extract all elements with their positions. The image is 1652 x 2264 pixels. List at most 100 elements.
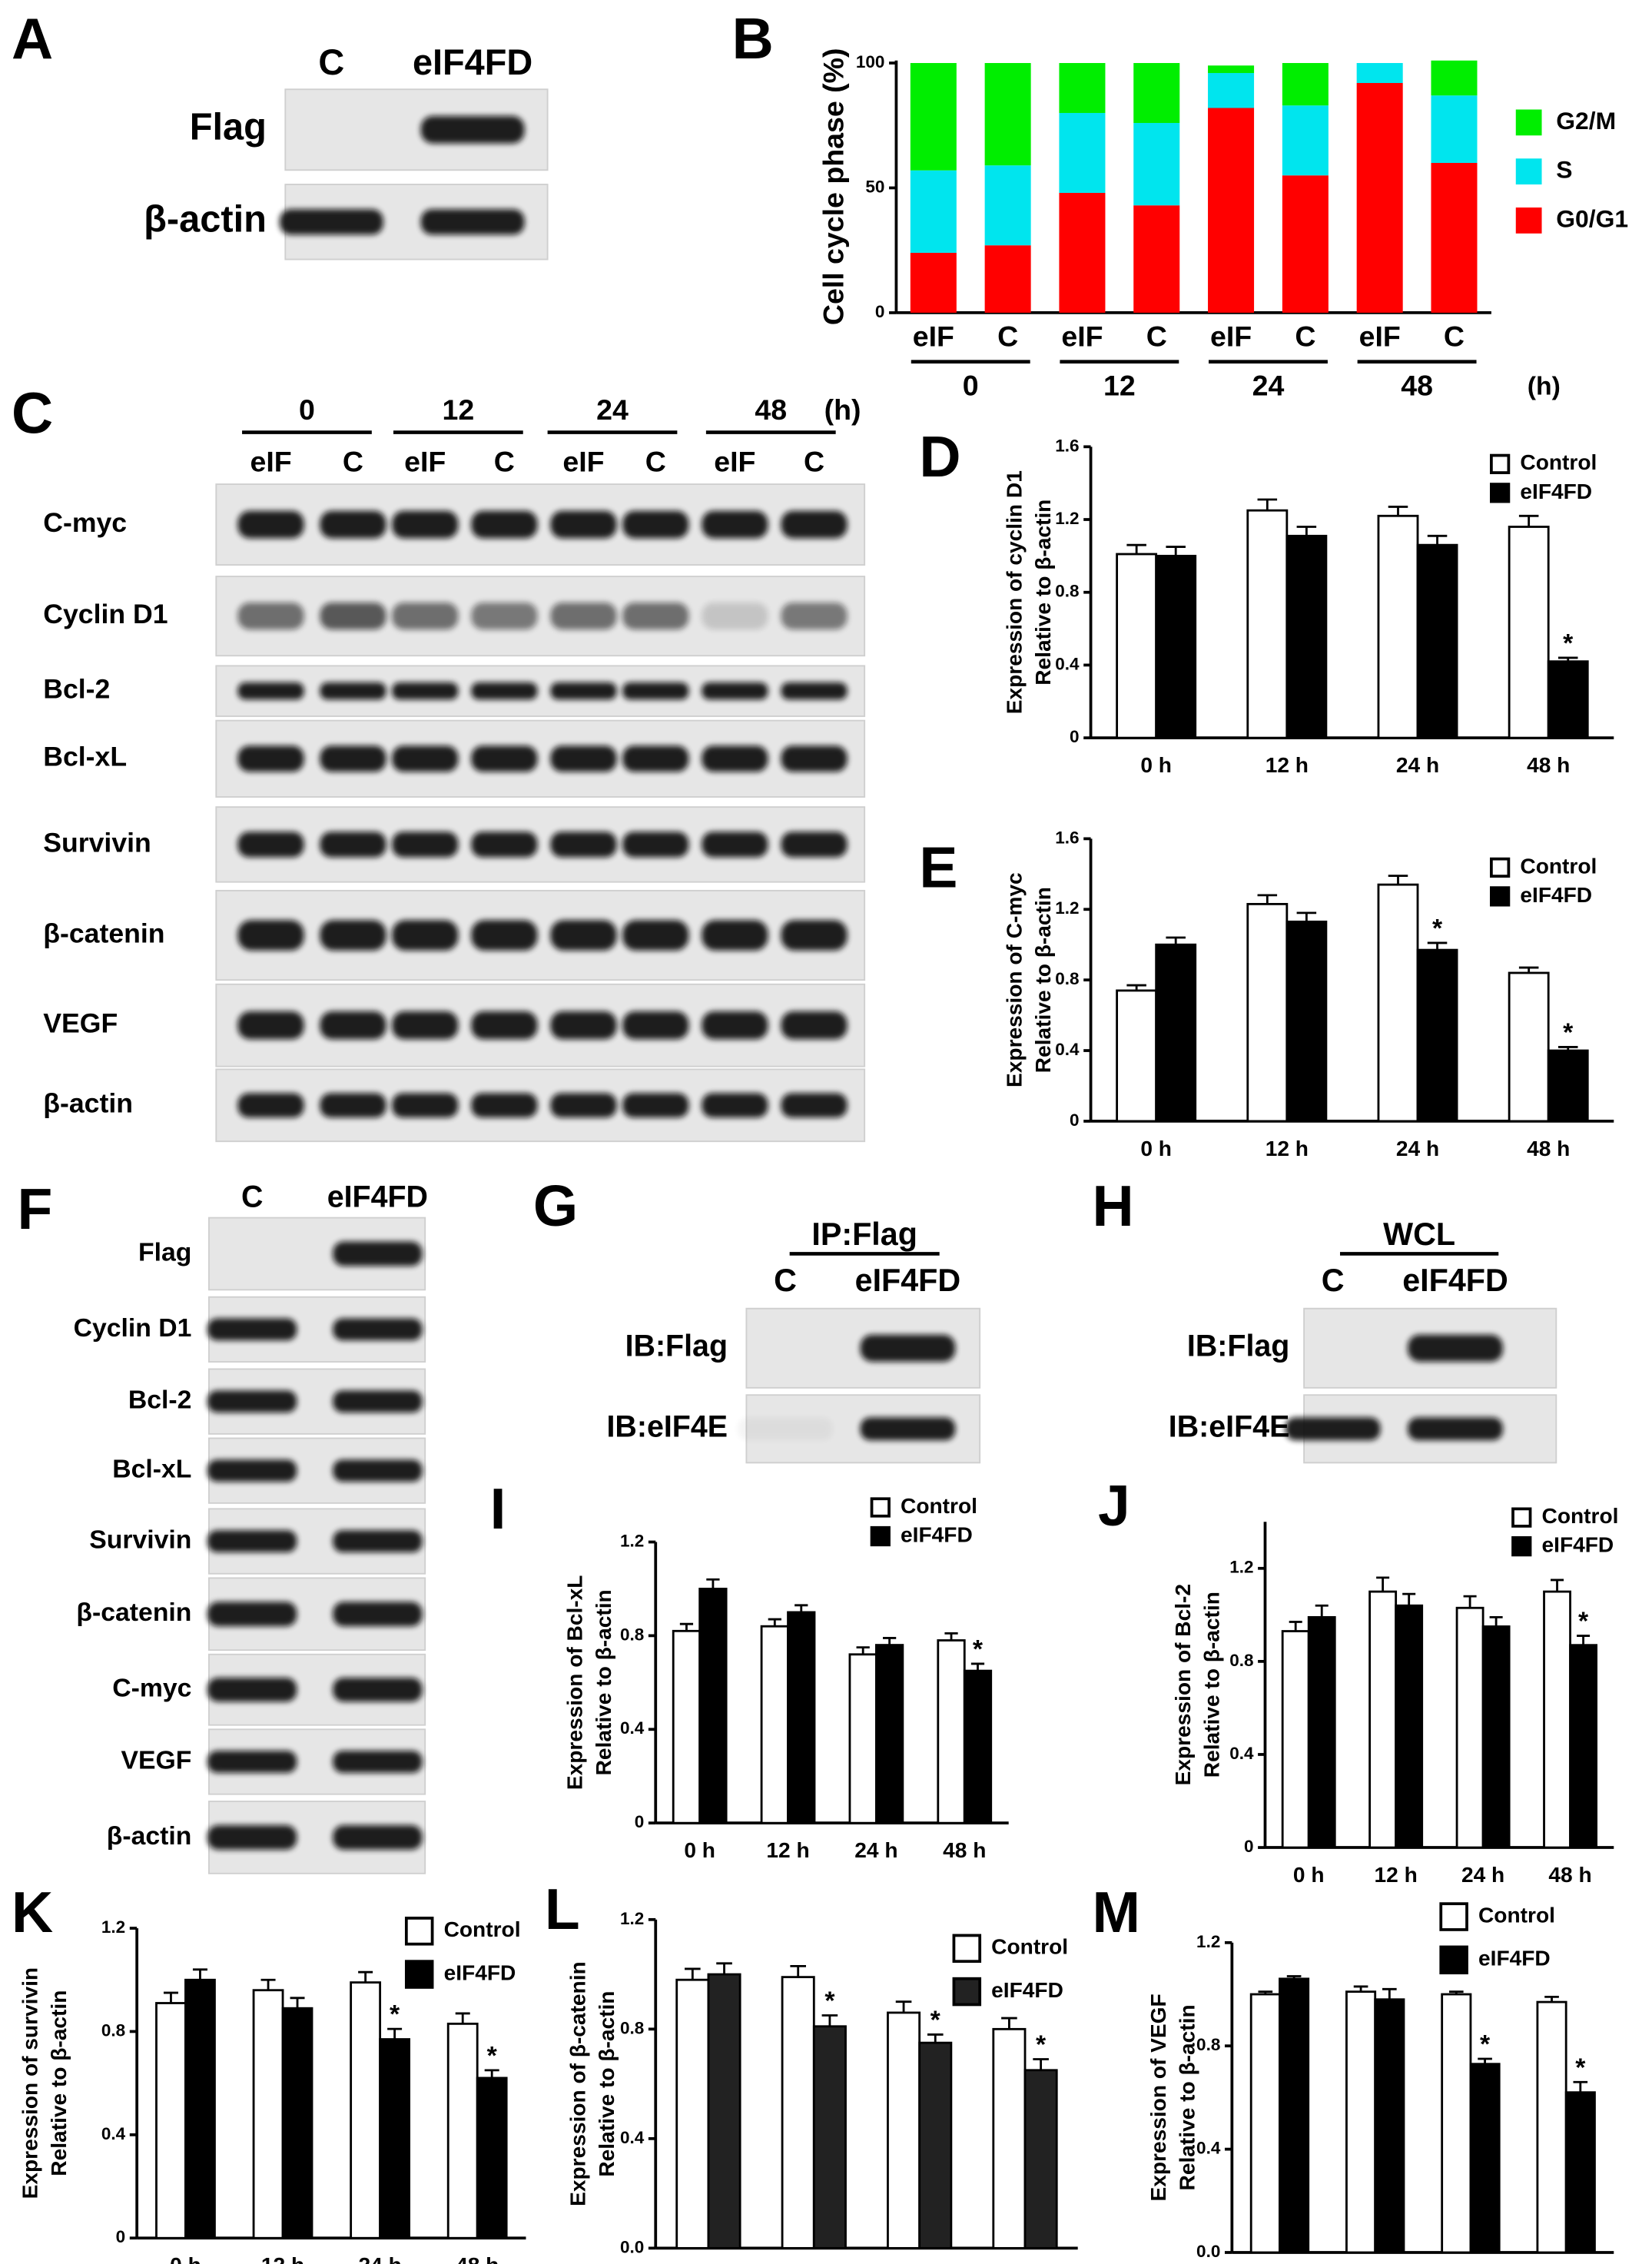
bar-segment bbox=[1431, 60, 1478, 96]
x-tick-label: 24 h bbox=[1396, 1137, 1439, 1160]
blot-band bbox=[333, 1241, 423, 1266]
error-bar bbox=[1388, 875, 1408, 885]
blot-band bbox=[333, 1530, 423, 1552]
blot-band bbox=[550, 920, 617, 951]
y-axis-label: Relative to β-actin bbox=[1031, 887, 1055, 1073]
legend-swatch bbox=[1490, 857, 1511, 878]
row-label: Bcl-xL bbox=[112, 1455, 191, 1484]
blot-band bbox=[860, 1334, 956, 1362]
blot-band bbox=[702, 832, 768, 858]
bar bbox=[1543, 1590, 1571, 1849]
blot-band bbox=[781, 832, 848, 858]
lane-label: C bbox=[318, 42, 344, 82]
error-bar bbox=[706, 1578, 720, 1589]
x-tick-label: eIF bbox=[1359, 320, 1401, 353]
blot-band bbox=[333, 1602, 423, 1627]
error-bar bbox=[1166, 936, 1186, 945]
timepoint-label: 12 bbox=[442, 393, 474, 426]
row-label: Survivin bbox=[43, 827, 151, 858]
blot-band bbox=[320, 745, 386, 772]
bar bbox=[379, 2038, 410, 2239]
bar bbox=[848, 1653, 877, 1824]
blot-band bbox=[207, 1318, 297, 1341]
legend-label: Control bbox=[901, 1494, 977, 1518]
panel-letter: K bbox=[12, 1880, 53, 1944]
timepoint-label: 24 bbox=[596, 393, 629, 426]
row-label: β-actin bbox=[144, 199, 267, 241]
blot-band bbox=[702, 603, 768, 630]
bar bbox=[446, 2022, 479, 2239]
bar bbox=[1377, 883, 1419, 1123]
error-bar bbox=[1518, 514, 1539, 527]
significance-mark: * bbox=[1432, 914, 1443, 943]
error-bar bbox=[1258, 1990, 1273, 1995]
bar bbox=[1116, 553, 1158, 739]
row-label: Bcl-2 bbox=[128, 1386, 192, 1415]
panel-letter: D bbox=[919, 424, 960, 489]
blot-band bbox=[471, 510, 538, 539]
legend-label: Control bbox=[1478, 1903, 1555, 1927]
bar bbox=[1416, 543, 1458, 739]
legend-label: eIF4FD bbox=[1520, 883, 1592, 907]
error-bar bbox=[1557, 1046, 1578, 1051]
x-tick-label: 48 h bbox=[943, 1838, 986, 1862]
blot-band bbox=[702, 920, 768, 951]
error-bar bbox=[1489, 1615, 1503, 1627]
bar-segment bbox=[1208, 108, 1255, 313]
error-bar bbox=[883, 1637, 897, 1645]
blot-band bbox=[622, 510, 689, 539]
lane-label: eIF bbox=[250, 446, 291, 478]
y-tick-label: 1.2 bbox=[1055, 898, 1079, 918]
y-tick-label: 1.2 bbox=[1229, 1558, 1253, 1577]
blot-band bbox=[207, 1459, 297, 1482]
error-bar bbox=[895, 2000, 912, 2013]
legend-swatch bbox=[404, 1960, 434, 1989]
bar bbox=[1377, 514, 1419, 739]
significance-mark: * bbox=[824, 1987, 835, 2016]
blot-band bbox=[781, 920, 848, 951]
legend-swatch bbox=[404, 1917, 434, 1946]
blot-band bbox=[392, 1011, 459, 1040]
bar-segment bbox=[1356, 63, 1403, 84]
x-tick-label: C bbox=[997, 320, 1018, 353]
bar bbox=[1023, 2069, 1058, 2249]
bar-segment bbox=[1282, 105, 1329, 176]
y-axis-label: Expression of C-myc bbox=[1002, 872, 1026, 1087]
blot-band bbox=[702, 510, 768, 539]
legend-label: G2/M bbox=[1556, 107, 1616, 134]
blot-band bbox=[237, 1011, 304, 1040]
blot-band bbox=[207, 1390, 297, 1413]
significance-mark: * bbox=[1563, 1017, 1574, 1047]
blot-band bbox=[333, 1459, 423, 1482]
blot-band bbox=[207, 1751, 297, 1773]
bar-segment bbox=[910, 170, 957, 253]
significance-mark: * bbox=[930, 2006, 941, 2035]
group-label: 12 bbox=[1103, 369, 1136, 401]
panel-letter: H bbox=[1092, 1173, 1133, 1238]
bar bbox=[252, 1989, 284, 2239]
x-tick-label: 0 h bbox=[170, 2253, 201, 2264]
bar bbox=[1536, 2000, 1567, 2254]
bar bbox=[874, 1644, 904, 1824]
legend-swatch bbox=[1439, 1945, 1468, 1975]
x-tick-label: 0 h bbox=[684, 1838, 715, 1862]
blot-band bbox=[392, 682, 459, 700]
bar bbox=[1116, 989, 1158, 1123]
blot-band bbox=[550, 1093, 617, 1118]
bar-segment bbox=[1282, 175, 1329, 313]
y-tick-label: 0.8 bbox=[620, 1625, 644, 1644]
y-tick-label: 0.8 bbox=[1055, 969, 1079, 988]
blot-band bbox=[1408, 1334, 1503, 1362]
y-tick-label: 0 bbox=[875, 302, 885, 321]
error-bar bbox=[1126, 984, 1146, 991]
bar-segment bbox=[910, 252, 957, 313]
bar bbox=[918, 2041, 953, 2249]
error-bar bbox=[1518, 966, 1539, 973]
bar bbox=[1564, 2091, 1596, 2254]
row-label: Survivin bbox=[89, 1525, 191, 1554]
bar-segment bbox=[1431, 162, 1478, 313]
bar bbox=[476, 2076, 508, 2239]
blot-band bbox=[781, 682, 848, 700]
row-label: Flag bbox=[138, 1237, 191, 1266]
